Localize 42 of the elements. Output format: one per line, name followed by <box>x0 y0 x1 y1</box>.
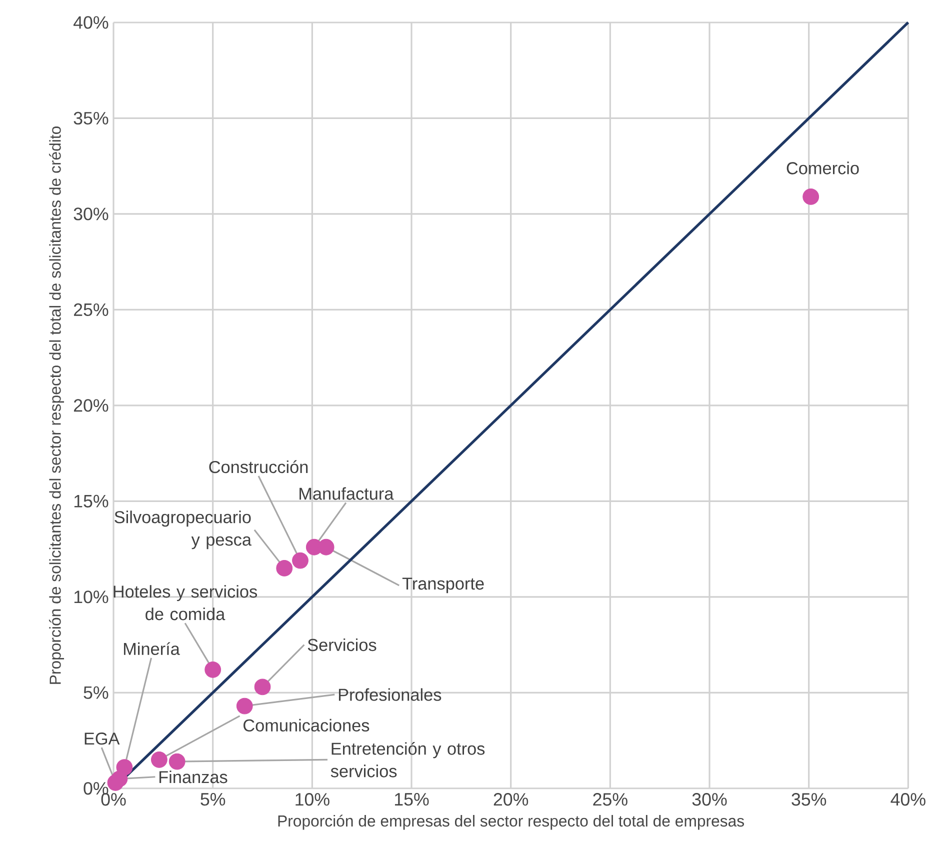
annotation: Transporte <box>402 578 484 594</box>
x-tick-label: 5% <box>200 793 226 806</box>
x-tick-label: 30% <box>692 793 727 806</box>
y-axis-title: Proporción de solicitantes del sector respecto del total de solicitantes de crédito <box>49 126 64 684</box>
y-tick-label: 25% <box>74 303 108 316</box>
y-tick-label: 35% <box>74 112 108 125</box>
point <box>276 560 293 576</box>
annotation: Comunicaciones <box>244 718 370 732</box>
y-tick-label: 40% <box>74 16 108 29</box>
point <box>111 770 128 788</box>
annotation: Manufactura <box>300 487 394 500</box>
x-tick-label: 20% <box>494 793 528 806</box>
x-tick-label: 25% <box>593 793 628 806</box>
x-tick-label: 10% <box>296 793 330 806</box>
point <box>292 552 308 569</box>
y-tick-label: 20% <box>74 399 108 412</box>
y-tick-label: 15% <box>74 495 108 508</box>
annotation: Comercio <box>786 162 859 174</box>
annotation: Profesionales <box>338 688 442 701</box>
x-tick-label: 0% <box>101 793 126 806</box>
point <box>168 753 186 770</box>
x-tick-label: 15% <box>395 793 429 806</box>
point <box>236 698 253 714</box>
y-tick-label: 30% <box>74 208 108 220</box>
x-tick-label: 40% <box>890 793 926 806</box>
point <box>802 188 820 206</box>
annotation: Construcción <box>209 460 308 474</box>
annotation: Finanzas <box>159 770 228 784</box>
point <box>254 678 271 696</box>
y-tick-label: 0% <box>84 782 108 795</box>
annotation: Minería <box>124 642 180 656</box>
y-tick-label: 10% <box>74 590 108 604</box>
point <box>150 752 168 768</box>
x-tick-label: 35% <box>792 793 826 806</box>
point <box>204 662 222 678</box>
y-tick-label: 5% <box>84 686 108 700</box>
annotation: Silvoagropecuario y pesca <box>114 510 252 550</box>
annotation: EGA <box>84 732 120 745</box>
x-axis-title: Proporción de empresas del sector respecto del total de empresas <box>278 814 744 830</box>
annotation: Entretención y otros servicios <box>330 742 485 778</box>
annotation: Hoteles y servicios de comida <box>114 585 258 620</box>
annotation: Servicios <box>308 638 376 652</box>
